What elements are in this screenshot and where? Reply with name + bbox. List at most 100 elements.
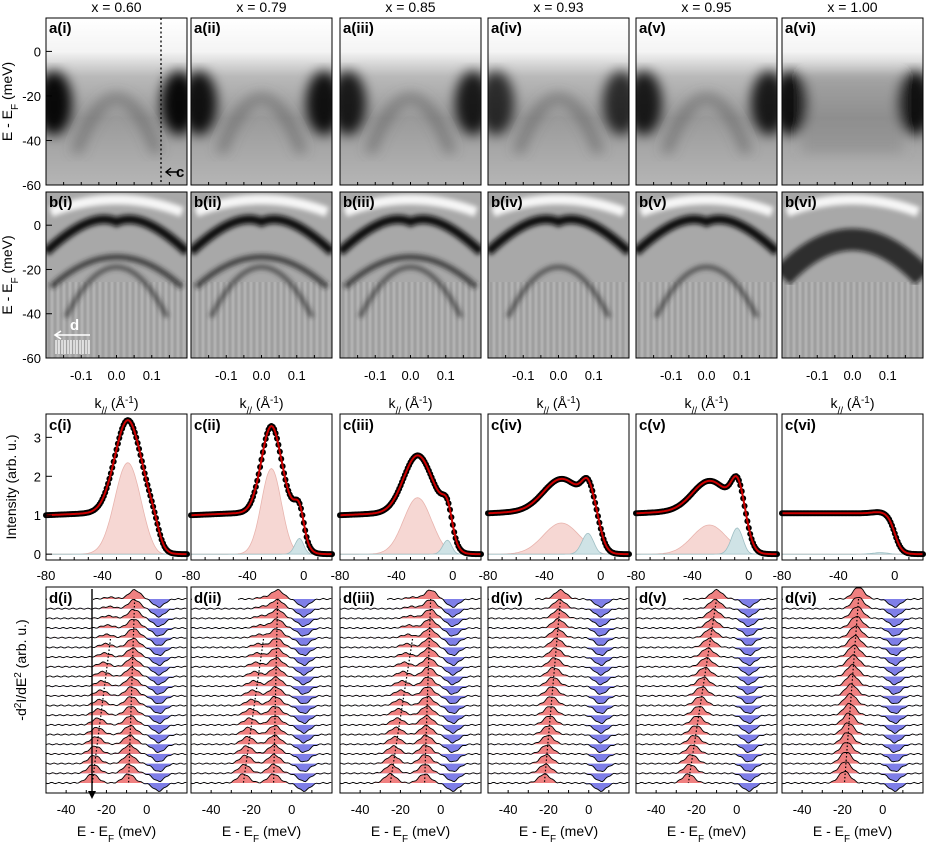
trace-line	[191, 753, 332, 772]
panel-label: c(iv)	[491, 417, 522, 434]
x-tick-label: 0.1	[143, 368, 161, 383]
trace-pos	[488, 608, 629, 619]
column-title: x = 0.93	[533, 0, 583, 15]
trace-line	[782, 692, 923, 714]
band-white	[491, 194, 626, 217]
trace-neg	[46, 724, 187, 734]
trace-neg	[191, 753, 332, 762]
x-axis-title: E - EF (meV)	[371, 823, 450, 845]
trace-pos	[488, 667, 629, 677]
x-axis-title: k// (Å-1)	[239, 395, 283, 417]
panel-label: a(iii)	[343, 20, 374, 37]
x-tick-label: 0.0	[252, 368, 270, 383]
trace-line	[191, 676, 332, 695]
trace-pos	[636, 677, 777, 687]
trace-line	[191, 638, 332, 657]
trace-pos	[340, 609, 481, 619]
trace-pos	[191, 618, 332, 629]
trace-line	[46, 628, 187, 646]
range-arrow	[53, 330, 90, 340]
trace-line	[488, 725, 629, 744]
trace-neg	[636, 783, 777, 792]
trace-pos	[782, 635, 923, 648]
trace-line	[340, 637, 481, 657]
fit-line	[46, 419, 187, 556]
y-tick-label: 0	[34, 218, 41, 233]
panel-label: b(vi)	[785, 194, 817, 211]
trace-neg	[782, 753, 923, 762]
heatmap-b	[488, 192, 629, 358]
heatmap-b	[782, 192, 923, 358]
y-tick-label: -20	[22, 89, 41, 104]
trace-neg	[488, 618, 629, 627]
trace-line	[340, 734, 481, 753]
x-tick-label: 0	[155, 568, 162, 583]
trace-pos	[782, 703, 923, 716]
trace-line	[340, 714, 481, 734]
qp-fill	[487, 532, 630, 555]
trace-neg	[488, 608, 629, 618]
trace-line	[340, 763, 481, 783]
trace-pos	[636, 716, 777, 725]
trace-line	[488, 608, 629, 628]
trace-neg	[340, 753, 481, 762]
trace-neg	[191, 695, 332, 704]
trace-neg	[782, 734, 923, 744]
trace-pos	[782, 644, 923, 658]
heatmap-b	[46, 192, 187, 358]
trace-neg	[636, 705, 777, 714]
trace-line	[782, 606, 923, 628]
trace-neg	[191, 686, 332, 695]
trace-neg	[636, 773, 777, 782]
heatmap-b	[191, 192, 332, 358]
trace-neg	[636, 695, 777, 704]
trace-neg	[636, 637, 777, 646]
trace-neg	[191, 618, 332, 627]
guide-line	[543, 598, 562, 784]
trace-pos	[636, 686, 777, 696]
trace-neg	[488, 599, 629, 608]
band-mid	[48, 254, 185, 290]
trace-neg	[340, 734, 481, 744]
trace-pos	[636, 599, 777, 609]
trace-neg	[340, 724, 481, 734]
band-right	[455, 71, 481, 135]
trace-neg	[488, 753, 629, 762]
y-tick-label: -40	[22, 133, 41, 148]
panel-label: c(v)	[639, 417, 666, 434]
trace-neg	[782, 676, 923, 685]
trace-line	[488, 637, 629, 657]
trace-pos	[782, 742, 923, 754]
guide-line	[272, 598, 279, 784]
trace-line	[636, 676, 777, 695]
band-group	[636, 194, 777, 319]
trace-neg	[636, 618, 777, 627]
trace-line	[340, 695, 481, 714]
trace-line	[46, 753, 187, 772]
trace-pos	[191, 666, 332, 677]
trace-line	[488, 715, 629, 734]
x-tick-label: -20	[97, 802, 116, 817]
x-tick-label: -40	[793, 802, 812, 817]
trace-line	[782, 771, 923, 792]
trace-line	[488, 657, 629, 676]
x-axis-title: k// (Å-1)	[536, 395, 580, 417]
panel-frame	[339, 586, 482, 794]
band-inner	[653, 264, 760, 319]
trace-neg	[46, 715, 187, 724]
trace-pos	[782, 654, 923, 667]
x-axis-title: E - EF (meV)	[77, 823, 156, 845]
x-tick-label: 0	[143, 802, 150, 817]
band-right	[751, 71, 777, 135]
trace-neg	[191, 647, 332, 656]
band-inner	[71, 93, 162, 155]
trace-line	[46, 763, 187, 783]
panel-label: a(i)	[49, 20, 72, 37]
trace-line	[191, 628, 332, 646]
panel-label: b(iii)	[343, 194, 375, 211]
label-bg	[637, 589, 683, 607]
trace-pos	[488, 638, 629, 648]
trace-line	[340, 754, 481, 772]
x-tick-label: -40	[238, 568, 257, 583]
band-inner	[513, 93, 604, 155]
